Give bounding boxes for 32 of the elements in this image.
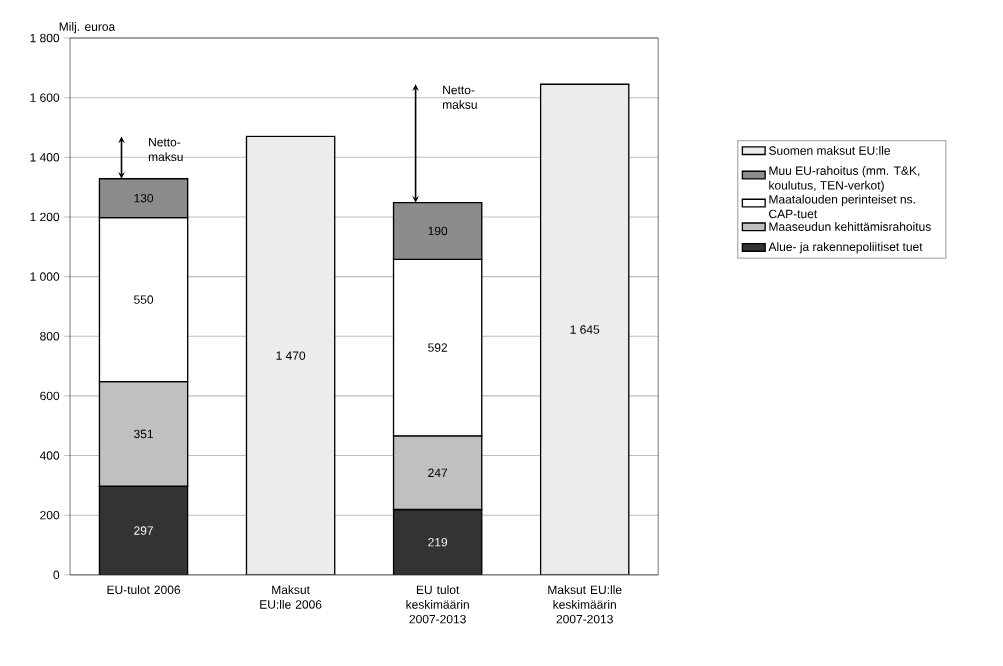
x-tick-label: Maksut EU:lle keskimäärin 2007-2013 <box>548 585 622 624</box>
x-tick-label: EU-tulot 2006 <box>107 585 181 595</box>
data-label: 550 <box>134 295 154 305</box>
data-label: 1 645 <box>570 325 600 335</box>
data-label: 130 <box>134 194 154 203</box>
data-label: 219 <box>428 538 448 547</box>
x-tick-label: EU tulot keskimäärin 2007-2013 <box>406 585 469 624</box>
legend-label: Maatalouden perinteiset ns. CAP-tuet <box>769 194 915 219</box>
legend-label: Maaseudun kehittämisrahoitus <box>769 222 931 232</box>
y-axis-title: Milj. euroa <box>59 22 116 34</box>
legend-label: Alue- ja rakennepoliitiset tuet <box>768 242 923 254</box>
annotation: Netto-maksu <box>442 86 477 110</box>
x-tick-label: Maksut EU:lle 2006 <box>260 585 322 609</box>
y-tick-label: 600 <box>40 391 60 401</box>
y-tick-label: 1 200 <box>30 212 60 222</box>
y-tick-label: 0 <box>53 570 60 580</box>
y-tick-label: 1 400 <box>30 153 60 162</box>
y-tick-label: 200 <box>40 511 60 520</box>
legend-label: Muu EU-rahoitus (mm. T&K, koulutus, TEN-verkot) <box>769 166 920 193</box>
y-tick-label: 1 000 <box>30 272 60 282</box>
data-label: 190 <box>428 226 448 236</box>
y-tick-label: 400 <box>39 451 60 461</box>
y-tick-label: 1 600 <box>30 93 60 103</box>
legend-label: Suomen maksut EU:lle <box>769 146 891 156</box>
data-label: 297 <box>134 526 153 536</box>
annotation: Netto-maksu <box>148 138 183 162</box>
data-label: 1 470 <box>276 351 306 361</box>
data-label: 351 <box>134 429 153 439</box>
y-tick-label: 800 <box>40 332 60 341</box>
data-label: 592 <box>428 343 448 353</box>
y-tick-label: 1 800 <box>30 33 60 43</box>
data-label: 247 <box>428 468 448 478</box>
